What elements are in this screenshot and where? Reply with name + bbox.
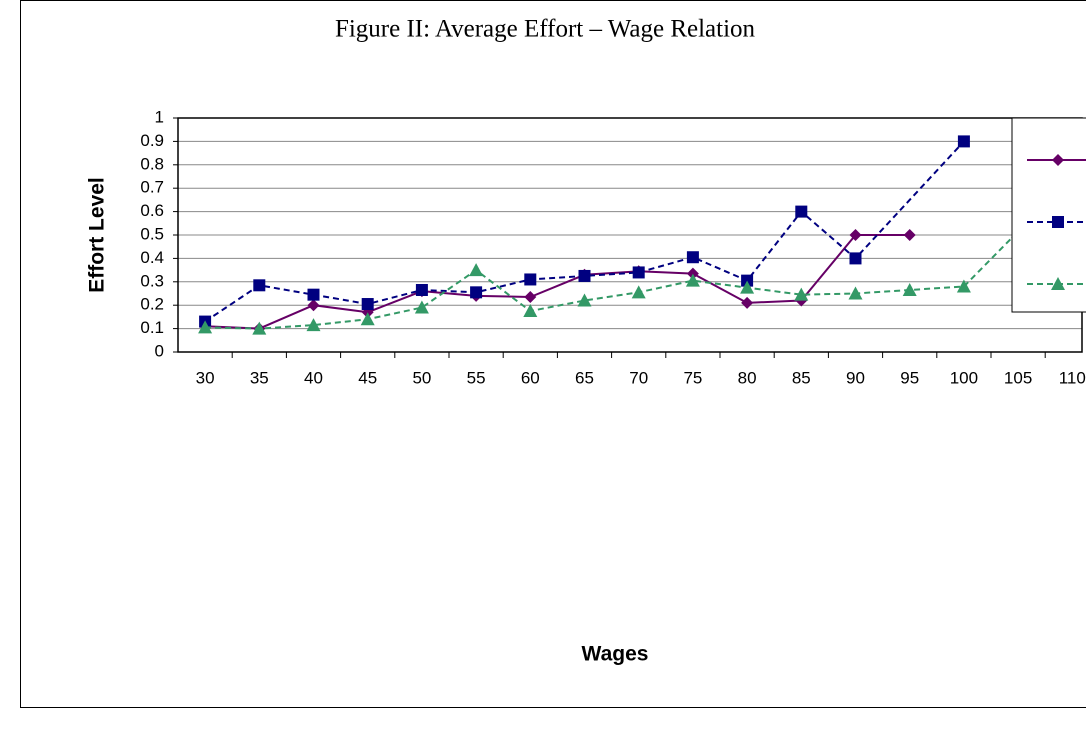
marker — [633, 266, 645, 278]
x-tick-label: 105 — [1004, 368, 1032, 387]
marker — [795, 206, 807, 218]
marker — [958, 135, 970, 147]
marker — [253, 279, 265, 291]
marker — [308, 289, 320, 301]
marker — [416, 284, 428, 296]
marker — [850, 252, 862, 264]
x-tick-label: 70 — [629, 368, 648, 387]
y-tick-label: 0.2 — [140, 295, 164, 314]
marker — [470, 286, 482, 298]
x-tick-label: 75 — [683, 368, 702, 387]
legend — [1012, 118, 1086, 312]
x-tick-label: 35 — [250, 368, 269, 387]
x-tick-label: 60 — [521, 368, 540, 387]
y-tick-label: 0.9 — [140, 131, 164, 150]
y-tick-label: 0.3 — [140, 271, 164, 290]
y-tick-label: 1 — [155, 107, 164, 126]
x-axis-label: Wages — [582, 643, 649, 666]
marker — [362, 298, 374, 310]
x-tick-label: 95 — [900, 368, 919, 387]
x-tick-label: 90 — [846, 368, 865, 387]
x-tick-label: 100 — [950, 368, 978, 387]
y-axis-label: Effort Level — [86, 177, 109, 293]
x-tick-label: 45 — [358, 368, 377, 387]
marker — [687, 251, 699, 263]
x-tick-label: 85 — [792, 368, 811, 387]
chart-title: Figure II: Average Effort – Wage Relatio… — [335, 16, 756, 43]
x-tick-label: 80 — [738, 368, 757, 387]
x-tick-label: 65 — [575, 368, 594, 387]
y-tick-label: 0.7 — [140, 178, 164, 197]
marker — [524, 273, 536, 285]
y-tick-label: 0.6 — [140, 201, 164, 220]
y-tick-label: 0.1 — [140, 318, 164, 337]
y-tick-label: 0.5 — [140, 224, 164, 243]
legend-marker — [1052, 216, 1064, 228]
marker — [579, 270, 591, 282]
y-tick-label: 0.4 — [140, 248, 164, 267]
chart-frame — [21, 1, 1086, 708]
x-tick-label: 30 — [196, 368, 215, 387]
y-tick-label: 0 — [155, 341, 164, 360]
y-tick-label: 0.8 — [140, 154, 164, 173]
x-tick-label: 40 — [304, 368, 323, 387]
x-tick-label: 50 — [412, 368, 431, 387]
x-tick-label: 55 — [467, 368, 486, 387]
x-tick-label: 110 — [1059, 368, 1086, 387]
